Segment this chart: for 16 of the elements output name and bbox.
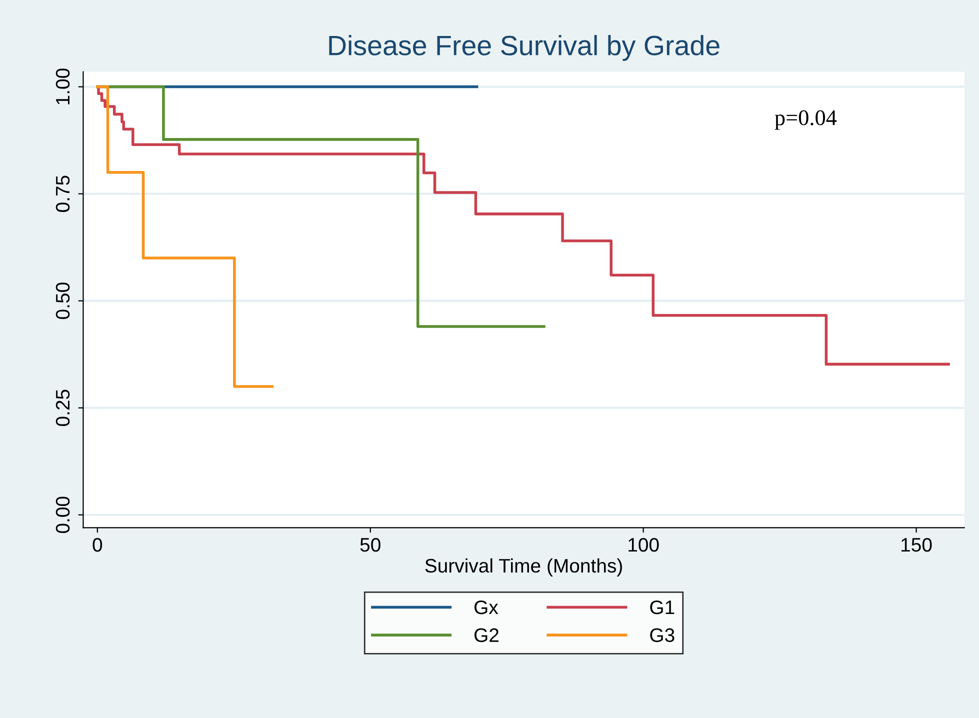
y-tick-label: 1.00 <box>56 68 70 104</box>
y-tick-label: 0.75 <box>56 176 70 212</box>
y-tick-label: 0.50 <box>56 282 70 319</box>
legend-label: G3 <box>650 628 674 642</box>
x-tick-label: 0 <box>92 538 102 552</box>
y-tick-label: 0.00 <box>56 496 70 534</box>
y-tick-label: 0.25 <box>56 390 70 426</box>
chart-title: Disease Free Survival by Grade <box>329 35 720 61</box>
legend-label: G2 <box>474 628 498 642</box>
legend-label: Gx <box>474 600 498 614</box>
legend-label: G1 <box>650 600 674 614</box>
x-tick-label: 50 <box>360 538 380 552</box>
x-tick-label: 100 <box>628 538 659 552</box>
annotation: p=0.04 <box>774 110 837 130</box>
x-tick-label: 150 <box>902 538 932 552</box>
x-axis-title: Survival Time (Months) <box>425 558 622 576</box>
